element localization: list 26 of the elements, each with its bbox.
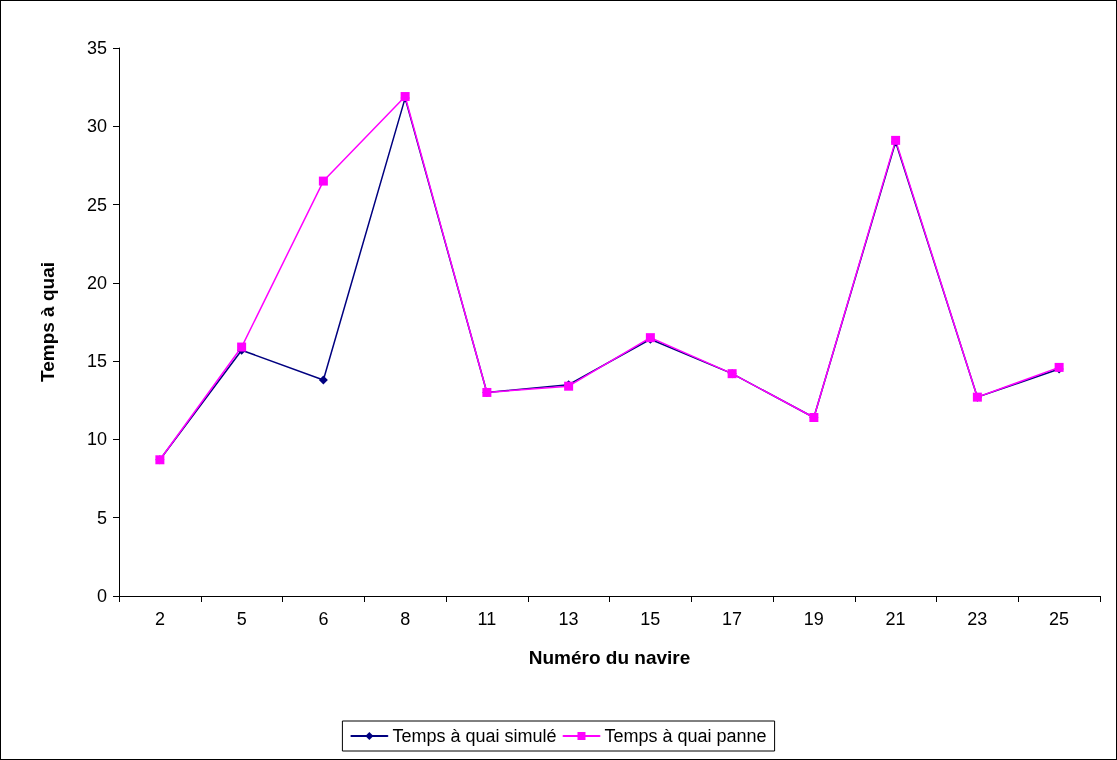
x-tick-label: 19 xyxy=(803,609,824,629)
legend-label: Temps à quai simulé xyxy=(392,726,557,746)
legend-label: Temps à quai panne xyxy=(604,726,767,746)
x-tick-label: 6 xyxy=(318,609,329,629)
x-tick-label: 5 xyxy=(236,609,247,629)
y-tick-label: 0 xyxy=(96,586,107,606)
x-tick-label: 15 xyxy=(640,609,661,629)
x-tick-label: 8 xyxy=(400,609,411,629)
x-tick-label: 13 xyxy=(558,609,579,629)
point xyxy=(318,176,328,186)
y-tick-label: 5 xyxy=(96,507,107,528)
y-tick-label: 35 xyxy=(86,38,107,58)
x-tick-label: 17 xyxy=(722,609,743,629)
x-tick-label: 2 xyxy=(154,609,165,629)
x-tick-label: 11 xyxy=(477,609,497,629)
x-tick-label: 25 xyxy=(1049,609,1070,629)
y-tick-label: 15 xyxy=(86,351,107,372)
x-axis-title: Numéro du navire xyxy=(528,647,691,668)
x-tick-label: 23 xyxy=(967,609,988,629)
y-tick-label: 25 xyxy=(86,194,107,215)
y-tick-label: 10 xyxy=(86,429,107,450)
y-tick-label: 20 xyxy=(86,272,107,293)
point xyxy=(318,375,328,385)
y-tick-label: 30 xyxy=(86,116,107,137)
x-tick-label: 21 xyxy=(885,609,906,629)
y-axis-title: Temps à quai xyxy=(37,261,58,383)
